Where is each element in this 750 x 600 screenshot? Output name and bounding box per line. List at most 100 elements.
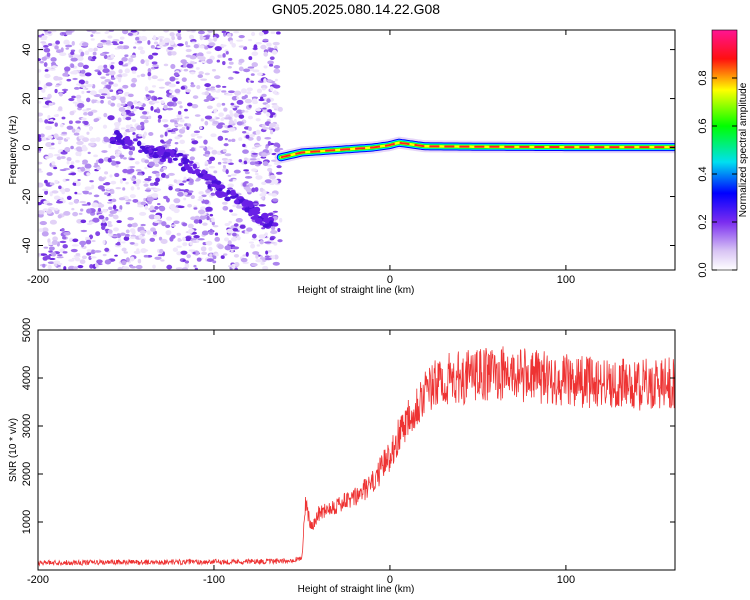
noise-speckle	[189, 71, 196, 75]
noise-speckle	[105, 39, 111, 45]
noise-speckle	[236, 236, 241, 241]
noise-speckle	[62, 251, 68, 254]
noise-speckle	[192, 251, 196, 255]
noise-speckle	[181, 267, 189, 270]
noise-speckle	[76, 140, 84, 146]
noise-speckle	[254, 187, 259, 192]
noise-speckle	[58, 140, 62, 144]
noise-speckle	[152, 35, 157, 41]
noise-speckle	[151, 52, 159, 56]
noise-speckle	[104, 182, 111, 186]
noise-speckle	[233, 169, 241, 174]
noise-speckle	[276, 165, 282, 169]
noise-speckle	[59, 240, 67, 244]
noise-speckle	[39, 60, 45, 64]
noise-speckle	[247, 115, 254, 120]
noise-speckle	[217, 135, 224, 141]
noise-speckle	[236, 96, 240, 100]
noise-speckle	[182, 180, 187, 183]
noise-speckle	[91, 55, 97, 60]
noise-speckle	[198, 71, 204, 75]
noise-speckle	[129, 194, 136, 199]
noise-speckle	[114, 172, 120, 178]
noise-speckle	[54, 45, 59, 50]
noise-speckle	[251, 187, 256, 193]
noise-speckle	[80, 51, 85, 57]
noise-speckle	[264, 137, 272, 140]
noise-speckle	[61, 131, 68, 135]
noise-speckle	[89, 137, 97, 143]
noise-speckle	[154, 256, 162, 260]
noise-speckle	[47, 121, 55, 124]
noise-speckle	[91, 202, 99, 208]
noise-speckle	[271, 226, 276, 231]
track-speckle	[271, 222, 279, 227]
noise-speckle	[189, 241, 194, 246]
noise-speckle	[222, 164, 227, 169]
noise-speckle	[242, 131, 247, 134]
noise-speckle	[152, 64, 159, 68]
noise-speckle	[194, 267, 199, 270]
noise-speckle	[129, 157, 135, 161]
noise-speckle	[120, 127, 126, 130]
noise-speckle	[129, 256, 135, 262]
noise-speckle	[38, 112, 44, 117]
noise-speckle	[73, 86, 80, 90]
noise-speckle	[235, 217, 243, 223]
noise-speckle	[173, 220, 180, 224]
noise-speckle	[255, 41, 262, 45]
noise-speckle	[40, 41, 47, 44]
noise-speckle	[80, 219, 87, 224]
noise-speckle	[141, 124, 145, 129]
noise-speckle	[199, 126, 203, 130]
noise-speckle	[215, 90, 221, 93]
noise-speckle	[144, 86, 149, 92]
noise-speckle	[114, 125, 120, 129]
noise-speckle	[232, 227, 239, 232]
noise-speckle	[255, 175, 263, 180]
noise-speckle	[227, 187, 233, 190]
noise-speckle	[68, 55, 74, 58]
noise-speckle	[180, 85, 186, 90]
noise-speckle	[160, 172, 167, 178]
noise-speckle	[167, 172, 175, 176]
noise-speckle	[265, 250, 269, 255]
noise-speckle	[127, 93, 134, 98]
noise-speckle	[263, 78, 267, 84]
noise-speckle	[132, 198, 139, 203]
colorbar-ticks: 0.0 0.2 0.4 0.6 0.8	[697, 70, 737, 278]
noise-speckle	[255, 129, 261, 135]
noise-speckle	[55, 76, 63, 81]
noise-speckle	[140, 59, 145, 65]
noise-speckle	[177, 205, 185, 209]
noise-speckle	[173, 208, 180, 214]
noise-speckle	[123, 131, 128, 137]
noise-speckle	[150, 227, 156, 232]
noise-speckle	[184, 260, 190, 264]
noise-speckle	[140, 223, 146, 227]
noise-speckle	[66, 157, 72, 162]
noise-speckle	[276, 171, 283, 175]
noise-speckle	[121, 73, 128, 77]
noise-speckle	[105, 73, 110, 76]
noise-speckle	[228, 61, 234, 65]
noise-speckle	[41, 136, 47, 142]
track-speckle	[136, 140, 142, 147]
colorbar-tick-label: 0.2	[697, 214, 709, 229]
noise-speckle	[43, 45, 49, 48]
noise-speckle	[204, 72, 210, 76]
noise-speckle	[236, 205, 243, 209]
noise-speckle	[255, 258, 263, 263]
noise-speckle	[222, 60, 226, 66]
track-speckle	[164, 148, 173, 153]
noise-speckle	[252, 251, 260, 255]
noise-speckle	[210, 86, 216, 89]
noise-speckle	[170, 131, 177, 134]
noise-speckle	[169, 236, 174, 242]
noise-speckle	[148, 214, 156, 220]
noise-speckle	[181, 126, 186, 130]
noise-speckle	[240, 257, 248, 263]
noise-speckle	[166, 264, 173, 270]
noise-speckle	[214, 46, 222, 52]
